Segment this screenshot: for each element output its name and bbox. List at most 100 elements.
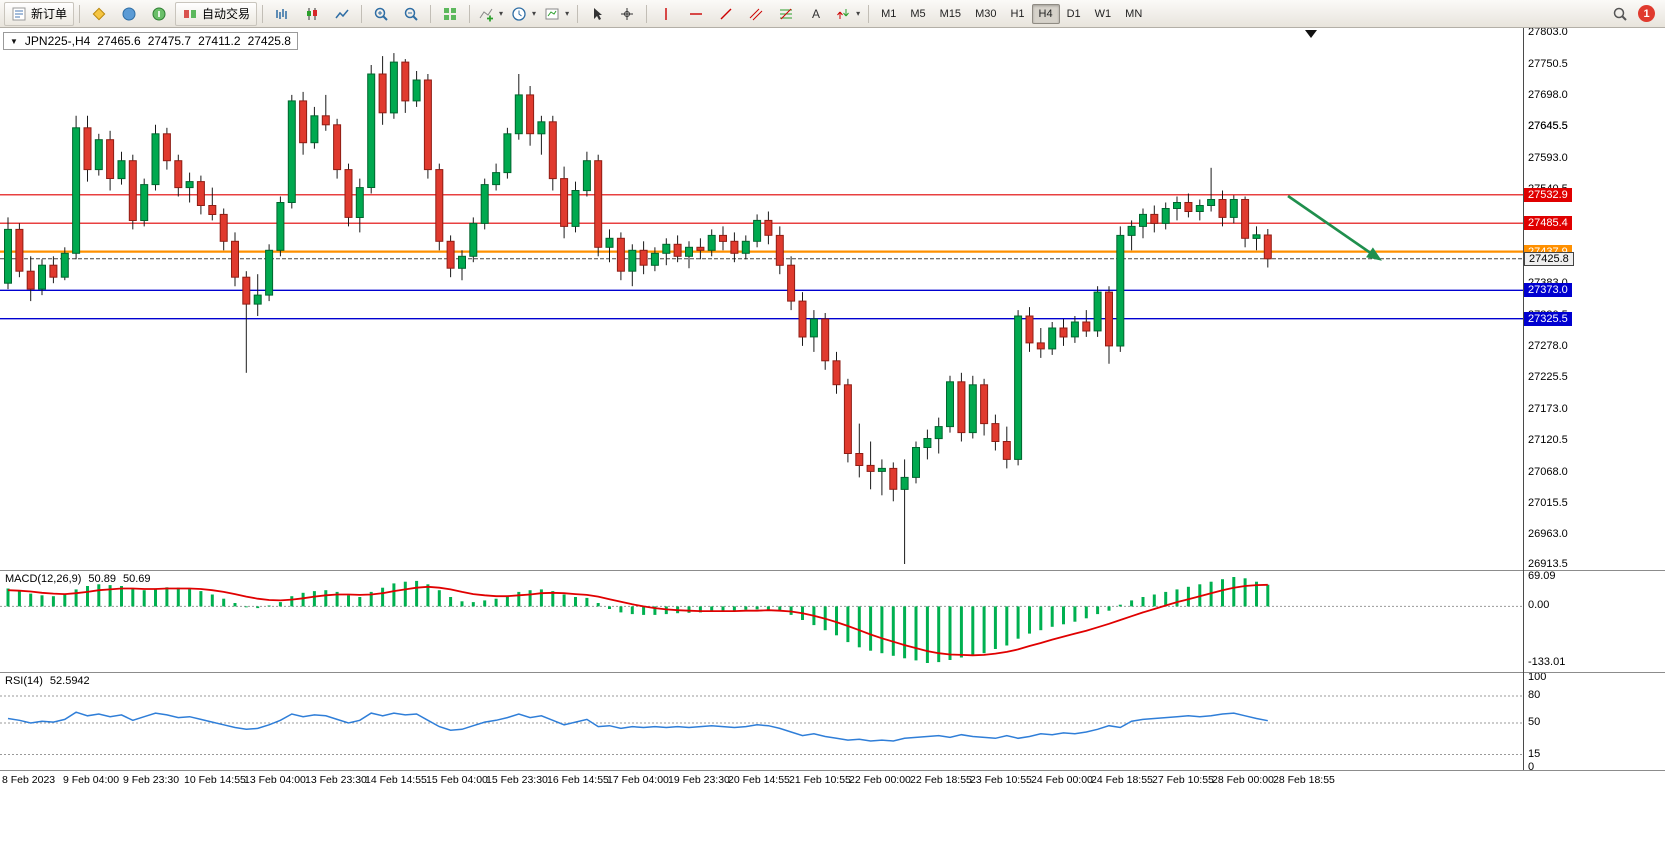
trendline-icon <box>718 6 734 22</box>
rsi-axis-label: 80 <box>1528 689 1541 701</box>
zoom-in-icon <box>373 6 389 22</box>
indicators-icon[interactable]: ▾ <box>475 2 506 26</box>
price-axis-label: 27173.0 <box>1528 403 1568 415</box>
time-axis-label: 23 Feb 10:55 <box>970 774 1032 786</box>
auto-trading-button[interactable]: 自动交易 <box>175 1 258 26</box>
timeframe-m1-button[interactable]: M1 <box>881 7 897 20</box>
arrows-icon <box>835 6 851 22</box>
timeframe-d1-button[interactable]: D1 <box>1066 7 1081 20</box>
time-axis-label: 9 Feb 04:00 <box>63 774 120 786</box>
price-axis-label: 27278.0 <box>1528 340 1568 352</box>
toolbar: 新订单 自动交易 ▾ ▾ ▾ A ▾ M1 M5 M15 M30 H1 H4 D1 W1 MN 1 <box>0 0 1665 28</box>
main-chart-canvas[interactable] <box>0 28 1523 576</box>
timeframe-m15-button[interactable]: M15 <box>939 7 962 20</box>
bars-icon <box>274 6 290 22</box>
macd-signal-value: 50.69 <box>122 573 151 585</box>
market-watch-icon[interactable] <box>115 2 143 26</box>
time-axis-label: 10 Feb 14:55 <box>184 774 246 786</box>
arrows-icon[interactable]: ▾ <box>832 2 863 26</box>
timeframe-mn-button[interactable]: MN <box>1125 7 1143 20</box>
toolbar-separator <box>262 4 264 23</box>
zoom-out-icon[interactable] <box>397 2 425 26</box>
cursor-icon <box>589 6 605 22</box>
timeframe-h4-button[interactable]: H4 <box>1031 3 1060 24</box>
macd-panel-canvas[interactable] <box>0 570 1523 677</box>
price-axis-label: 26963.0 <box>1528 528 1568 540</box>
time-axis-label: 9 Feb 23:30 <box>123 774 180 786</box>
macd-main-value: 50.89 <box>88 573 116 585</box>
price-axis-label: 27645.5 <box>1528 120 1568 132</box>
panel-separator[interactable] <box>0 570 1665 571</box>
tile-icon <box>442 6 458 22</box>
zoom-out-icon <box>403 6 419 22</box>
toolbar-button-label: 新订单 <box>31 7 68 21</box>
current-price-badge: 27425.8 <box>1524 252 1574 266</box>
vertical-line-icon[interactable] <box>652 2 680 26</box>
crosshair-icon[interactable] <box>613 2 641 26</box>
fibonacci-icon[interactable] <box>772 2 800 26</box>
price-axis-label: 27593.0 <box>1528 152 1568 164</box>
timeframe-w1-button[interactable]: W1 <box>1094 7 1112 20</box>
level-price-badge: 27485.4 <box>1524 216 1572 230</box>
level-price-badge: 27532.9 <box>1524 188 1572 202</box>
zoom-in-icon[interactable] <box>367 2 395 26</box>
tile-windows-icon[interactable] <box>436 2 464 26</box>
timeframe-h1-button[interactable]: H1 <box>1010 7 1025 20</box>
price-axis-label: 27225.5 <box>1528 371 1568 383</box>
metaeditor-icon <box>91 6 107 22</box>
templates-icon[interactable]: ▾ <box>541 2 572 26</box>
time-axis-label: 22 Feb 18:55 <box>910 774 972 786</box>
timeframe-m5-button[interactable]: M5 <box>910 7 926 20</box>
panel-separator <box>0 770 1665 771</box>
new-order-button[interactable]: 新订单 <box>4 1 75 26</box>
rsi-title: RSI(14) <box>5 675 43 687</box>
cursor-icon[interactable] <box>583 2 611 26</box>
chevron-down-icon: ▾ <box>856 9 861 18</box>
text-label-icon[interactable]: A <box>802 2 830 26</box>
clock-icon <box>511 6 527 22</box>
bar-chart-icon[interactable] <box>268 2 296 26</box>
panel-separator[interactable] <box>0 672 1665 673</box>
time-axis-label: 28 Feb 00:00 <box>1212 774 1274 786</box>
level-price-badge: 27325.5 <box>1524 312 1572 326</box>
price-axis-label: 27068.0 <box>1528 466 1568 478</box>
notification-badge[interactable]: 1 <box>1638 5 1655 22</box>
time-axis-label: 22 Feb 00:00 <box>849 774 911 786</box>
horizontal-line-icon[interactable] <box>682 2 710 26</box>
crosshair-icon <box>619 6 635 22</box>
channel-icon[interactable] <box>742 2 770 26</box>
line-chart-icon[interactable] <box>328 2 356 26</box>
search-icon[interactable] <box>1606 2 1634 26</box>
price-axis-label: 26913.5 <box>1528 558 1568 570</box>
level-price-badge: 27373.0 <box>1524 283 1572 297</box>
price-axis-label: 27015.5 <box>1528 497 1568 509</box>
candles-icon <box>304 6 320 22</box>
vline-icon <box>658 6 674 22</box>
indicators-icon <box>478 6 494 22</box>
market-watch-icon <box>121 6 137 22</box>
chart-ohlc-header: ▼ JPN225-,H4 27465.6 27475.7 27411.2 274… <box>3 32 298 50</box>
candlestick-chart-icon[interactable] <box>298 2 326 26</box>
metaeditor-icon[interactable] <box>85 2 113 26</box>
trendline-icon[interactable] <box>712 2 740 26</box>
rsi-header: RSI(14) 52.5942 <box>5 675 90 687</box>
price-axis-label: 27120.5 <box>1528 434 1568 446</box>
timeframe-m30-button[interactable]: M30 <box>975 7 997 20</box>
macd-title: MACD(12,26,9) <box>5 573 82 585</box>
ohlc-high: 27475.7 <box>147 34 192 48</box>
data-window-icon <box>151 6 167 22</box>
data-window-icon[interactable] <box>145 2 173 26</box>
price-axis-label: 27645.5 <box>1528 120 1568 132</box>
toolbar-separator <box>868 4 870 23</box>
rsi-axis-label: 100 <box>1528 671 1547 683</box>
price-axis-label: 27803.0 <box>1528 26 1568 38</box>
price-axis-label: 27750.5 <box>1528 58 1568 70</box>
periods-icon[interactable]: ▾ <box>508 2 539 26</box>
symbol-dropdown-icon[interactable]: ▼ <box>10 36 18 46</box>
chevron-down-icon: ▾ <box>499 9 504 18</box>
rsi-axis-label: 15 <box>1528 748 1541 760</box>
rsi-panel-canvas[interactable] <box>0 672 1523 775</box>
toolbar-button-label: 自动交易 <box>202 7 251 21</box>
time-axis-label: 15 Feb 04:00 <box>426 774 488 786</box>
time-axis-label: 24 Feb 00:00 <box>1031 774 1093 786</box>
